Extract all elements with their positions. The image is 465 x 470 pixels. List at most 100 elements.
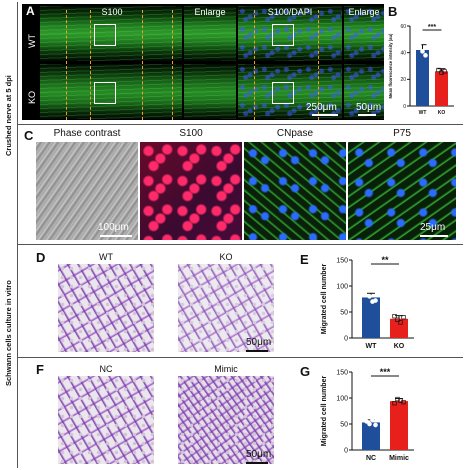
data-point [420,49,425,54]
category-label: Mimic [389,455,409,462]
f-header: NC [99,364,113,374]
panel-letter-e: E [300,252,309,267]
a-ko-dapi [238,64,342,119]
data-point [436,67,441,73]
data-point [367,294,372,299]
a-wt-s100 [40,6,182,61]
y-tick-label: 150 [336,257,348,264]
f-scalebar-line [246,462,268,464]
crush-line [254,10,255,120]
a-wt-dapi-enlarge [344,6,384,61]
data-point [364,287,369,293]
data-point [373,298,378,303]
crush-line [142,10,143,120]
significance-label: ** [381,255,389,265]
chart-b: 0 20 40 60 Mean fluorescence intensity (au) W… [388,24,454,116]
c-col-header: S100 [179,128,203,139]
category-label: WT [366,343,378,350]
y-tick-label: 20 [400,77,406,83]
y-axis-label: Migrated cell number [321,264,328,335]
chart-e: 0 50 100 150 Migrated cell number WT KO ** [321,255,414,350]
y-tick-label: 50 [340,421,348,428]
y-axis-label: Migrated cell number [321,376,328,447]
side-label-crushed-nerve: Crushed nerve at 5 dpi [4,75,13,156]
c-scalebar-line [420,235,448,237]
data-point [373,422,378,428]
y-tick-label: 100 [336,395,348,402]
a-wt-dapi [238,6,342,61]
chart-g: 0 50 100 150 Migrated cell number NC Mimic *** [321,367,414,462]
a-scalebar-label: 50μm [356,102,382,113]
bar [362,297,380,338]
y-tick-label: 0 [403,104,406,110]
category-label: NC [366,455,376,462]
panel-letter-c: C [24,128,34,143]
enlarge-box [94,82,116,104]
c-col-header: P75 [393,128,411,139]
f-scalebar-label: 50μm [246,449,272,460]
data-point [370,417,375,423]
data-point [398,320,403,325]
enlarge-box [94,24,116,46]
a-scalebar-line [358,114,376,116]
bar [390,318,408,338]
divider-a-c [17,124,463,125]
a-col-header: Enlarge [348,7,380,17]
y-tick-label: 100 [336,283,348,290]
data-point [417,41,422,46]
c-s100-image [140,142,242,240]
c-col-header: CNpase [276,128,314,139]
crush-line [172,10,173,120]
category-label: WT [419,110,427,116]
c-phase-contrast-image [36,142,138,240]
y-axis-label: Mean fluorescence intensity (au) [388,33,393,99]
panel-a: S100 Enlarge S100/DAPI Enlarge WT KO 250… [22,4,384,120]
category-label: KO [394,343,405,350]
significance-label: *** [380,367,391,377]
panel-letter-d: D [36,250,46,265]
f-header: Mimic [214,364,238,374]
category-label: KO [438,110,446,116]
panel-letter-g: G [300,364,311,379]
d-ko-transwell-image [178,264,274,352]
crush-line [318,10,319,120]
panel-letter-a: A [26,4,35,18]
a-scalebar-line [312,114,338,116]
y-tick-label: 0 [344,447,348,454]
a-row-label-ko: KO [27,90,37,104]
y-tick-label: 0 [344,335,348,342]
panel-letter-b: B [388,4,398,19]
c-col-header: Phase contrast [53,128,121,139]
panel-letter-f: F [36,362,44,377]
crush-line [66,10,67,120]
crush-line [90,10,91,120]
data-point [367,421,372,427]
bar [362,422,380,450]
a-scalebar-label: 250μm [306,102,337,113]
bar [390,401,408,450]
a-ko-dapi-enlarge [344,64,384,119]
d-header: KO [219,252,233,262]
divider-d-f [17,357,463,358]
y-tick-label: 60 [400,24,406,30]
significance-label: *** [428,24,436,31]
d-wt-transwell-image [58,264,154,352]
a-col-header: S100/DAPI [267,7,313,17]
c-p75-image [348,142,456,240]
a-row-label-wt: WT [27,34,37,48]
bar [416,50,429,106]
a-wt-s100-enlarge [184,6,236,61]
d-scalebar-label: 50μm [246,337,272,348]
a-ko-s100 [40,64,182,119]
d-scalebar-line [246,350,268,352]
c-scalebar-label: 100μm [98,222,129,233]
c-scalebar-line [100,235,132,237]
data-point [439,70,444,75]
side-label-schwann-culture: Schwann cells culture in vitro [4,280,13,386]
enlarge-box [272,82,294,104]
a-ko-s100-enlarge [184,64,236,119]
bar [435,71,448,106]
data-point [442,69,447,74]
data-point [401,315,406,320]
c-scalebar-label: 25μm [420,222,446,233]
